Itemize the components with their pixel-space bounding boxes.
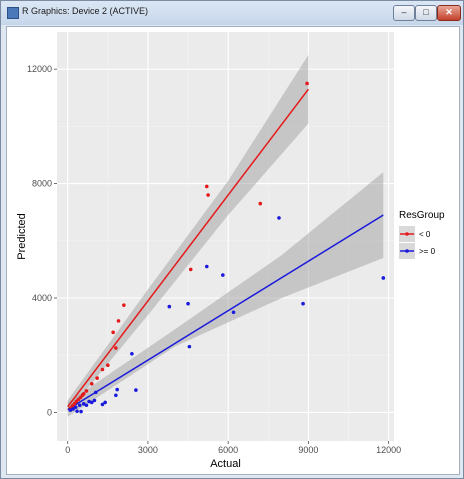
- data-point-series-0: [258, 201, 263, 206]
- x-tick-label: 9000: [298, 445, 318, 455]
- maximize-button[interactable]: □: [415, 5, 437, 21]
- data-point-series-0: [106, 363, 110, 368]
- legend-key-point: [405, 232, 409, 236]
- data-point-series-1: [75, 409, 79, 414]
- data-point-series-1: [221, 273, 225, 277]
- regression-line-series-0: [67, 88, 310, 408]
- y-tick-label: 12000: [27, 64, 52, 74]
- data-point-series-1: [231, 310, 236, 315]
- x-tick-label: 3000: [138, 445, 158, 455]
- y-tick-label: 8000: [32, 179, 52, 189]
- data-point-series-1: [187, 344, 192, 349]
- data-point-series-0: [95, 376, 99, 380]
- regression-line-series-1: [67, 214, 384, 411]
- data-point-series-0: [114, 346, 118, 350]
- data-point-series-0: [89, 381, 94, 386]
- data-point-series-1: [77, 403, 82, 408]
- data-point-series-1: [71, 407, 75, 411]
- data-point-series-1: [134, 388, 138, 392]
- legend-label: < 0: [419, 230, 431, 239]
- x-tick-label: 0: [65, 445, 70, 455]
- legend-label: >= 0: [419, 247, 436, 256]
- data-point-series-1: [204, 264, 209, 269]
- data-point-series-1: [277, 216, 281, 220]
- data-point-series-1: [92, 398, 97, 403]
- data-point-series-1: [84, 403, 89, 408]
- legend-title: ResGroup: [399, 210, 445, 221]
- legend-key-point: [405, 249, 409, 253]
- data-point-series-0: [305, 81, 309, 86]
- data-point-series-1: [114, 393, 118, 398]
- y-tick-label: 4000: [32, 293, 52, 303]
- r-app-icon: [7, 7, 19, 19]
- data-point-series-0: [122, 303, 126, 307]
- plot-area: 0 3000 6000 9000 12000 0 4000 8000 12000 Actual Pr…: [6, 26, 460, 475]
- data-point-series-1: [301, 301, 305, 306]
- data-point-series-0: [111, 330, 115, 335]
- data-point-series-1: [186, 301, 190, 306]
- data-point-series-0: [188, 267, 193, 272]
- x-tick-label: 6000: [218, 445, 238, 455]
- close-button[interactable]: ✕: [437, 5, 461, 21]
- panel-background: [57, 32, 394, 441]
- data-point-series-1: [81, 402, 86, 406]
- data-point-series-1: [73, 405, 78, 410]
- data-point-series-0: [100, 367, 105, 372]
- data-point-series-0: [204, 184, 209, 189]
- minimize-button[interactable]: –: [393, 5, 415, 21]
- data-point-series-1: [79, 409, 83, 414]
- data-point-series-1: [93, 390, 98, 395]
- data-point-series-1: [103, 400, 107, 405]
- y-tick-label: 0: [47, 407, 52, 417]
- data-point-series-1: [130, 351, 134, 356]
- x-tick-label: 12000: [376, 445, 401, 455]
- data-point-series-1: [115, 387, 119, 392]
- confidence-band-series-0: [67, 54, 309, 413]
- scatter-chart: 0 3000 6000 9000 12000 0 4000 8000 12000 Actual Pr…: [16, 32, 445, 470]
- title-bar[interactable]: R Graphics: Device 2 (ACTIVE) – □ ✕: [1, 1, 463, 25]
- data-point-series-0: [84, 389, 89, 393]
- x-axis-title: Actual: [210, 458, 241, 470]
- data-point-series-1: [89, 400, 94, 405]
- data-point-series-1: [100, 402, 105, 407]
- window-title: R Graphics: Device 2 (ACTIVE): [22, 6, 149, 16]
- data-point-series-1: [167, 304, 172, 309]
- confidence-band-series-1: [67, 172, 384, 417]
- y-axis-title: Predicted: [16, 213, 28, 259]
- data-point-series-0: [81, 392, 86, 396]
- data-point-series-0: [116, 319, 121, 323]
- data-point-series-0: [206, 193, 210, 197]
- data-point-series-1: [381, 276, 386, 280]
